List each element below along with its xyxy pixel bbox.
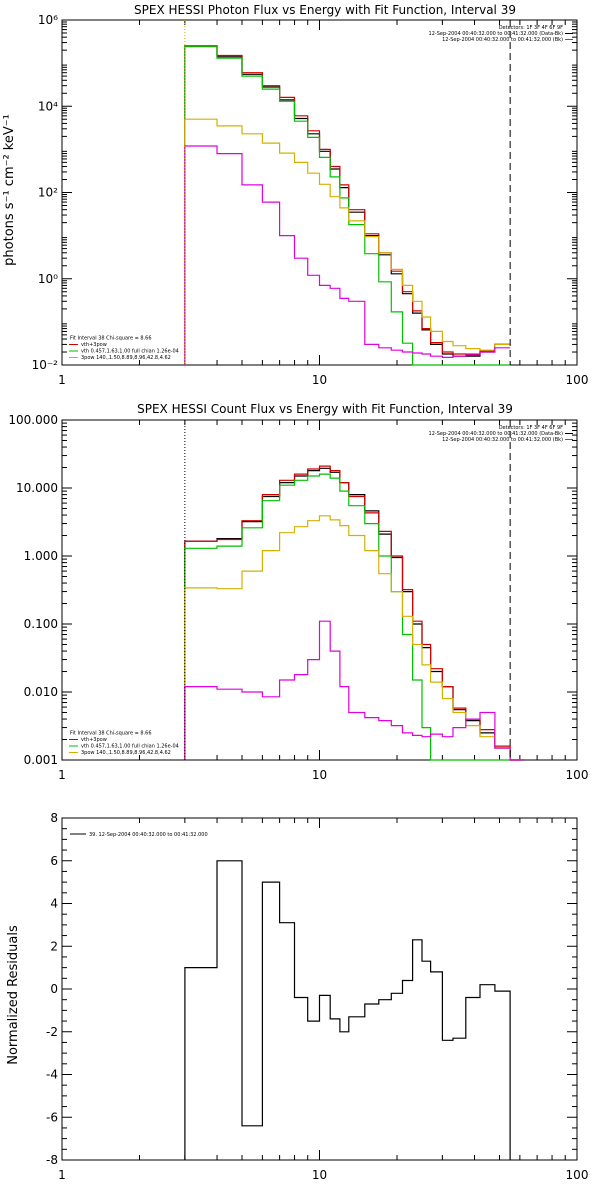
y-tick-label: 6 — [50, 854, 58, 868]
plot-frame — [61, 817, 578, 1161]
y-tick-label: -6 — [46, 1110, 58, 1124]
y-tick-label: 10⁶ — [38, 13, 58, 27]
series-vth-3pow — [184, 45, 511, 365]
legend-label: 3pow 140.,1.50,8.89,8.96,42.8,4.62 — [81, 750, 171, 756]
legend-label: vth+3pow — [81, 737, 107, 743]
legend-label: 12-Sep-2004 00:40:32.000 to 00:41:32.000… — [442, 437, 563, 443]
y-tick-label: 4 — [50, 897, 58, 911]
y-tick-label: -8 — [46, 1153, 58, 1167]
legend-label: 39. 12-Sep-2004 00:40:32.000 to 00:41:32… — [89, 832, 208, 838]
legend-label: Fit Interval 38 Chi-square = 8.66 — [70, 336, 152, 342]
legend-label: 12-Sep-2004 00:40:32.000 to 00:41:32.000… — [429, 31, 564, 37]
chart-title: SPEX HESSI Photon Flux vs Energy with Fi… — [134, 3, 516, 17]
vertical-markers — [184, 20, 511, 365]
legend-bottom-left: Fit Interval 38 Chi-square = 8.66vth+3po… — [69, 731, 179, 756]
legend-label: vth 0.457,1.63,1.00 full chian 1.26e-04 — [81, 349, 179, 355]
legend: 39. 12-Sep-2004 00:40:32.000 to 00:41:32… — [70, 832, 208, 838]
y-tick-label: 2 — [50, 939, 58, 953]
series-bk — [184, 145, 511, 365]
y-tick-label: 10² — [38, 186, 58, 200]
legend-label: vth+3pow — [81, 342, 107, 348]
chart-title: SPEX HESSI Count Flux vs Energy with Fit… — [137, 402, 513, 416]
series-group — [184, 45, 511, 366]
y-tick-label: 8 — [50, 811, 58, 825]
x-tick-label: 10 — [312, 1168, 327, 1182]
y-tick-label: -2 — [46, 1025, 58, 1039]
y-tick-label: 0 — [50, 982, 58, 996]
y-tick-label: 0.010 — [24, 685, 58, 699]
y-tick-label: 1.000 — [24, 549, 58, 563]
x-tick-label: 1 — [58, 1168, 66, 1182]
series-bk — [184, 620, 524, 761]
y-axis-label: Normalized Residuals — [6, 925, 21, 1065]
series-group — [184, 465, 524, 761]
axis-ticks: 1 10 100 -8 -6 -4 -2 0 2 4 6 8 — [46, 811, 588, 1182]
plot-frame — [61, 19, 578, 366]
photon-flux-panel: SPEX HESSI Photon Flux vs Energy with Fi… — [2, 3, 588, 387]
series-group — [184, 860, 511, 1160]
x-tick-label: 10 — [312, 768, 327, 782]
y-tick-label: 10⁰ — [38, 272, 58, 286]
y-tick-label: 10⁴ — [38, 99, 58, 113]
axis-ticks: 1 10 100 10⁻² 10⁰ 10² 10⁴ 10⁶ — [32, 13, 589, 387]
y-tick-label: 10⁻² — [32, 358, 59, 372]
series-residuals — [184, 860, 511, 1160]
y-tick-label: 10.000 — [16, 481, 58, 495]
x-tick-label: 100 — [566, 1168, 589, 1182]
legend-label: vth 0.457,1.63,1.00 full chian 1.26e-04 — [81, 744, 179, 750]
series-3pow — [184, 118, 511, 365]
count-flux-panel: SPEX HESSI Count Flux vs Energy with Fit… — [8, 402, 588, 782]
series-data-bk — [184, 467, 524, 761]
series-data-bk — [184, 45, 511, 365]
y-axis-label: photons s⁻¹ cm⁻² keV⁻¹ — [2, 114, 17, 266]
residuals-panel: Normalized Residuals 1 10 100 -8 -6 -4 -2 0 2 4 6 8… — [6, 811, 588, 1182]
y-tick-label: -4 — [46, 1068, 58, 1082]
legend-label: Detectors: 1F 3F 4F 6F 9F — [499, 425, 563, 431]
legend-label: 3pow 140.,1.50,8.89,8.96,42.8,4.62 — [81, 355, 171, 361]
x-tick-label: 1 — [58, 768, 66, 782]
legend-label: Fit Interval 38 Chi-square = 8.66 — [70, 731, 152, 737]
y-tick-label: 0.001 — [24, 753, 58, 767]
y-tick-label: 0.100 — [24, 617, 58, 631]
x-tick-label: 1 — [58, 373, 66, 387]
x-tick-label: 100 — [566, 768, 589, 782]
axis-ticks: 1 10 100 0.001 0.010 0.100 1.000 10.000 100.000 — [8, 413, 588, 782]
x-tick-label: 100 — [566, 373, 589, 387]
series-vth — [184, 46, 511, 366]
series-vth — [184, 473, 524, 761]
vertical-markers — [184, 420, 511, 760]
legend-label: 12-Sep-2004 00:40:32.000 to 00:41:32.000… — [442, 37, 563, 43]
x-tick-label: 10 — [312, 373, 327, 387]
legend-bottom-left: Fit Interval 38 Chi-square = 8.66vth+3po… — [69, 336, 179, 361]
legend-label: 12-Sep-2004 00:40:32.000 to 00:41:32.000… — [429, 431, 564, 437]
series-3pow — [184, 515, 524, 761]
series-vth-3pow — [184, 465, 524, 761]
y-tick-label: 100.000 — [8, 413, 58, 427]
legend-label: Detectors: 1F 3F 4F 6F 9F — [499, 25, 563, 31]
